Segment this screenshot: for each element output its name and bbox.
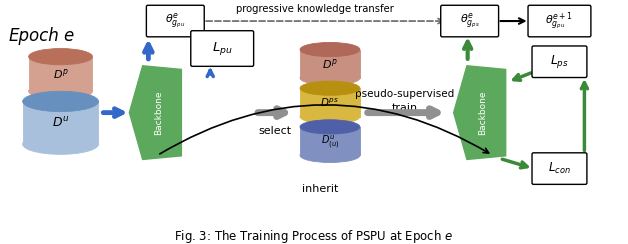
Text: $L_{pu}$: $L_{pu}$: [212, 40, 232, 57]
Text: $D^{ps}$: $D^{ps}$: [320, 96, 340, 109]
Text: pseudo-supervised: pseudo-supervised: [355, 89, 455, 99]
Ellipse shape: [300, 148, 360, 163]
Text: $L_{con}$: $L_{con}$: [548, 161, 571, 176]
Ellipse shape: [300, 42, 360, 57]
Text: $D^u_{(u)}$: $D^u_{(u)}$: [321, 133, 339, 150]
Text: $\theta^e_{g_{pu}}$: $\theta^e_{g_{pu}}$: [165, 11, 185, 31]
Text: $e$: $e$: [63, 27, 74, 45]
Text: inherit: inherit: [302, 184, 338, 194]
Ellipse shape: [23, 134, 99, 154]
FancyBboxPatch shape: [146, 5, 204, 37]
Polygon shape: [452, 64, 507, 161]
Ellipse shape: [29, 49, 92, 65]
Ellipse shape: [300, 110, 360, 124]
Text: $\theta^e_{g_{ps}}$: $\theta^e_{g_{ps}}$: [460, 11, 480, 31]
Text: Backbone: Backbone: [154, 90, 163, 135]
Ellipse shape: [29, 83, 92, 99]
Bar: [300, 127, 360, 155]
Text: $D^p$: $D^p$: [322, 57, 338, 71]
Ellipse shape: [23, 91, 99, 112]
Text: Fig. 3: The Training Process of PSPU at Epoch $e$: Fig. 3: The Training Process of PSPU at …: [175, 228, 453, 244]
Text: $\theta^{e+1}_{g_{pu}}$: $\theta^{e+1}_{g_{pu}}$: [545, 10, 573, 32]
Text: select: select: [259, 126, 291, 136]
Text: $L_{ps}$: $L_{ps}$: [550, 53, 569, 70]
Text: $D^p$: $D^p$: [53, 67, 68, 81]
FancyBboxPatch shape: [191, 31, 254, 66]
Polygon shape: [128, 64, 183, 161]
Ellipse shape: [300, 120, 360, 134]
FancyBboxPatch shape: [532, 153, 587, 184]
Bar: [300, 50, 360, 78]
Text: Epoch: Epoch: [9, 27, 60, 45]
FancyBboxPatch shape: [532, 46, 587, 78]
FancyBboxPatch shape: [528, 5, 591, 37]
Bar: [29, 57, 92, 91]
Bar: [23, 102, 99, 144]
Text: train: train: [392, 102, 418, 112]
Ellipse shape: [300, 71, 360, 85]
Ellipse shape: [300, 81, 360, 95]
Text: Backbone: Backbone: [478, 90, 487, 135]
FancyBboxPatch shape: [441, 5, 499, 37]
Text: progressive knowledge transfer: progressive knowledge transfer: [236, 4, 394, 14]
Text: $D^u$: $D^u$: [51, 116, 69, 130]
Bar: [300, 88, 360, 117]
